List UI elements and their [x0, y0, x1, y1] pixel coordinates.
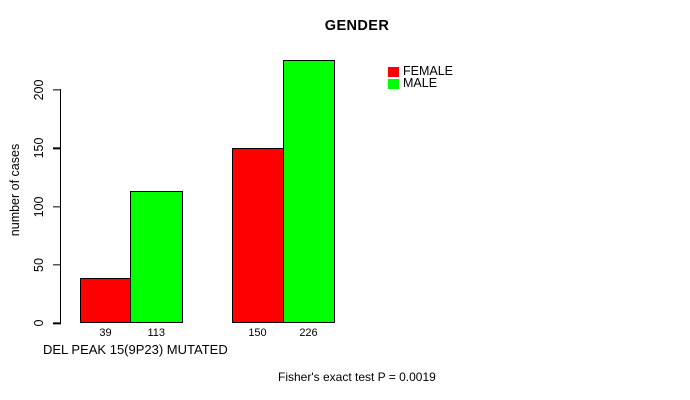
y-axis-tick-label: 150 [32, 137, 46, 159]
legend-label: MALE [403, 76, 438, 91]
y-axis-tick [53, 89, 61, 91]
y-axis-tick [53, 147, 61, 149]
bar-value-label: 39 [99, 326, 112, 339]
bar-value-label: 113 [147, 326, 166, 339]
y-axis-tick-label: 0 [32, 319, 46, 327]
y-axis-tick [53, 264, 61, 266]
y-axis-tick-label: 200 [32, 79, 46, 101]
y-axis-title: number of cases [8, 143, 22, 237]
statistical-test-annotation: Fisher's exact test P = 0.0019 [278, 369, 436, 384]
legend: FEMALE MALE [388, 64, 454, 91]
bar-value-label: 226 [299, 326, 318, 339]
bar-female-group1 [80, 277, 131, 324]
legend-item-female: FEMALE [388, 64, 454, 79]
x-axis-title: DEL PEAK 15(9P23) MUTATED [43, 342, 228, 357]
bar-male-group1 [130, 191, 183, 324]
legend-item-male: MALE [388, 76, 453, 91]
female-color-swatch [388, 66, 399, 77]
bar-male-group2 [282, 59, 335, 324]
bar-female-group2 [231, 148, 284, 324]
legend-label: FEMALE [403, 64, 454, 79]
y-axis-tick [53, 205, 61, 208]
y-axis-tick-label: 50 [32, 258, 46, 272]
bar-value-label: 150 [248, 326, 267, 339]
chart-title: GENDER [324, 18, 390, 34]
y-axis-tick-label: 100 [32, 196, 46, 218]
y-axis-tick [53, 322, 61, 324]
male-color-swatch [388, 78, 399, 89]
